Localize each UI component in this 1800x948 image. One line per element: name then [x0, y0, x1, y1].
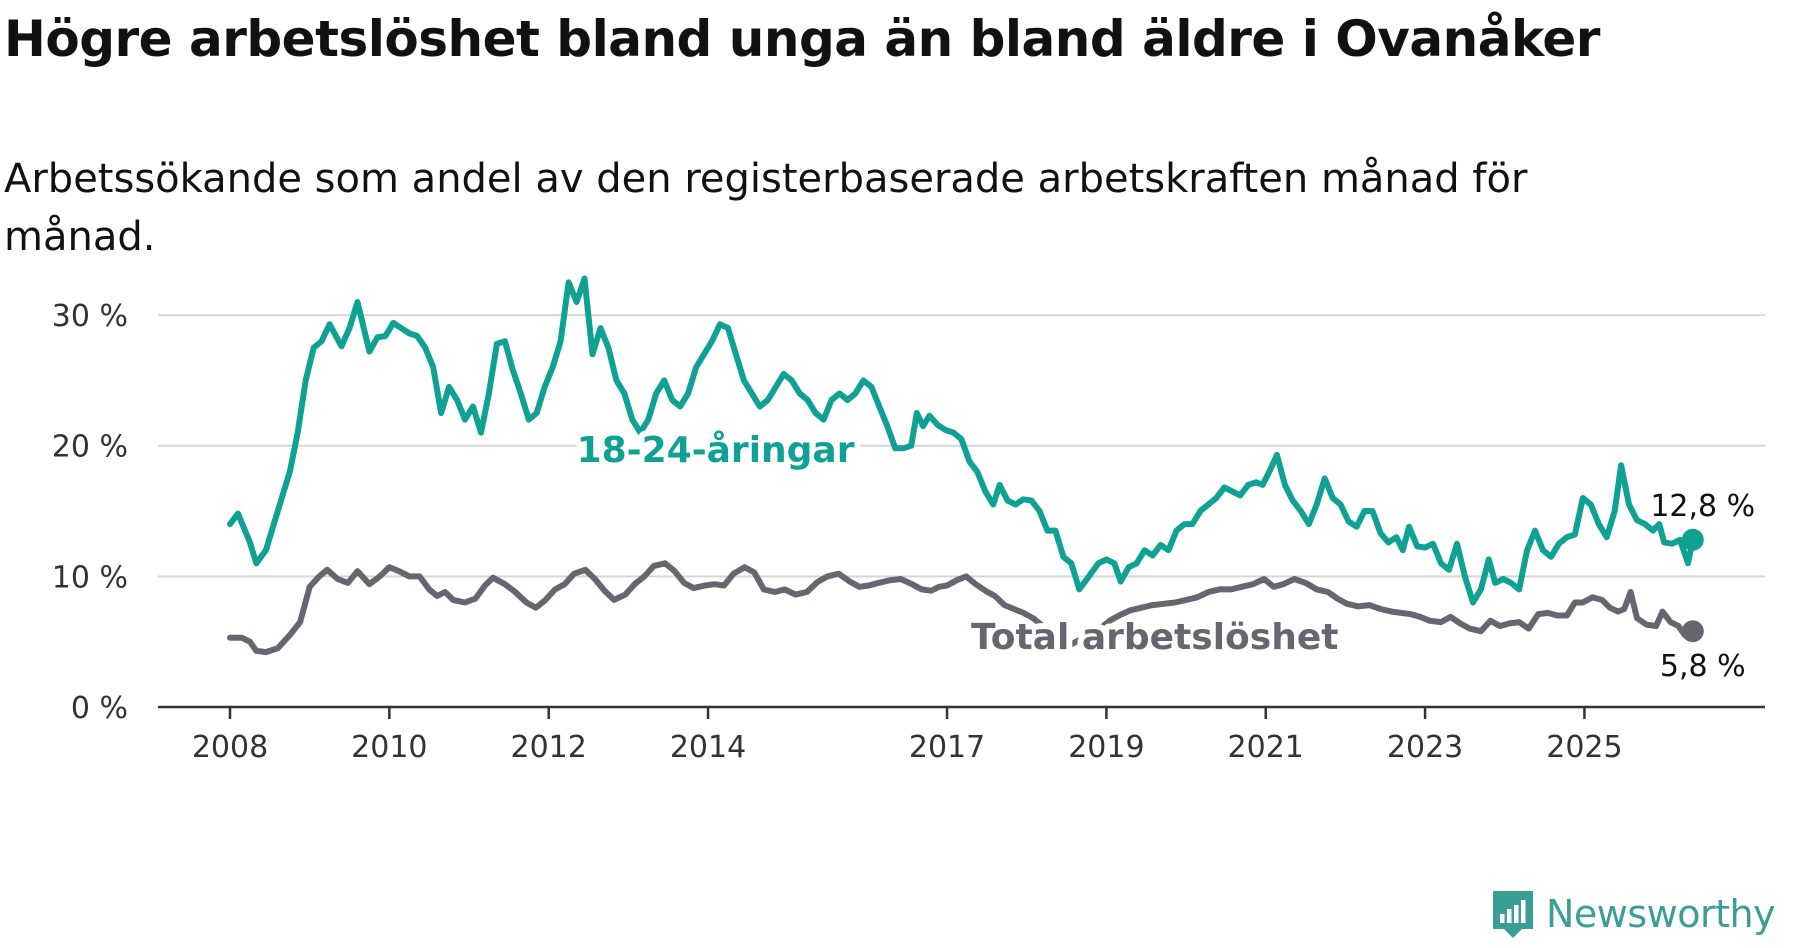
x-tick-label: 2019: [1068, 730, 1144, 765]
end-point-total: [1681, 620, 1704, 643]
brand-name: Newsworthy: [1546, 892, 1776, 936]
y-tick-label: 30 %: [52, 299, 128, 334]
x-tick-label: 2010: [351, 730, 427, 765]
y-tick-label: 10 %: [52, 560, 128, 595]
x-tick-label: 2012: [511, 730, 587, 765]
brand-logo: Newsworthy: [1490, 888, 1776, 940]
y-tick-label: 20 %: [52, 430, 128, 465]
end-label-youth: 12,8 %: [1650, 489, 1755, 524]
y-tick-label: 0 %: [71, 691, 128, 726]
series-line-total: [227, 560, 1696, 656]
end-label-total: 5,8 %: [1660, 649, 1746, 684]
x-tick-label: 2025: [1546, 730, 1622, 765]
series-line-youth: [227, 275, 1696, 606]
labels: 18-24-åringar Total arbetslöshet 12,8 % 5,8…: [571, 424, 1760, 688]
axes: 0 % 10 % 20 % 30 % 2008 2010 2012 2014 2017 2019 2…: [52, 299, 1765, 765]
x-tick-label: 2017: [909, 730, 985, 765]
x-tick-label: 2023: [1387, 730, 1463, 765]
series-label-youth: 18-24-åringar: [577, 430, 855, 471]
x-tick-label: 2021: [1228, 730, 1304, 765]
series-lines: [227, 275, 1704, 656]
x-tick-label: 2008: [192, 730, 268, 765]
x-tick-label: 2014: [670, 730, 746, 765]
newsworthy-logo-icon: [1493, 891, 1533, 938]
end-point-youth: [1681, 528, 1704, 551]
chart-title: Högre arbetslöshet bland unga än bland ä…: [4, 10, 1600, 68]
series-label-total: Total arbetslöshet: [971, 617, 1339, 658]
line-chart: 0 % 10 % 20 % 30 % 2008 2010 2012 2014 2017 2019 2…: [52, 275, 1765, 765]
chart-subtitle: Arbetssökande som andel av den registerb…: [4, 156, 1528, 260]
